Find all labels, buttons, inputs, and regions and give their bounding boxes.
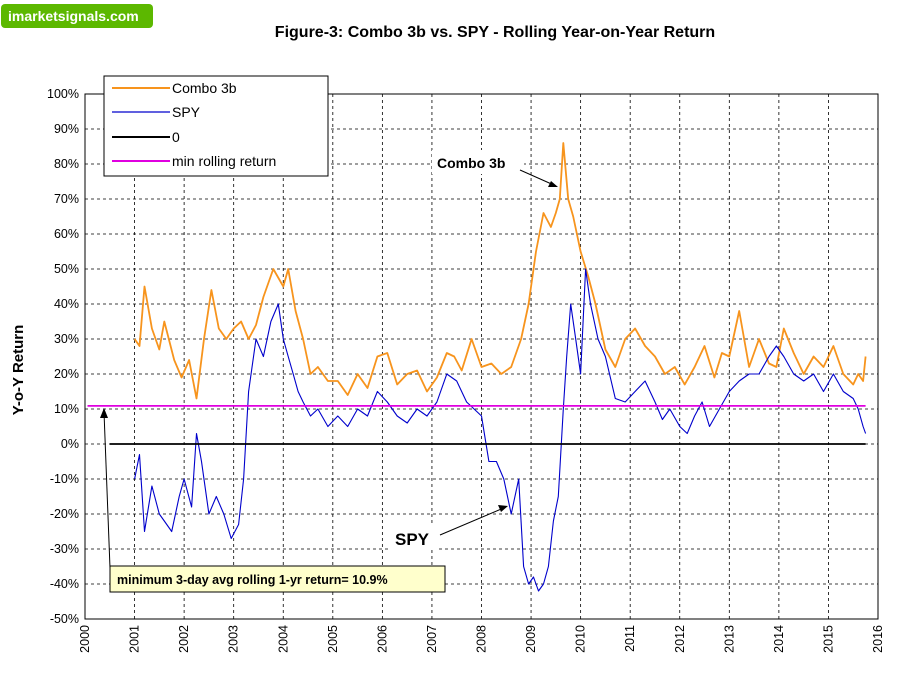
x-tick-label: 2013 xyxy=(722,625,736,653)
y-tick-label: -50% xyxy=(50,612,79,626)
annotation-combo-bg xyxy=(432,150,524,174)
plot-frame xyxy=(84,93,879,620)
annotation-spy-arrowhead xyxy=(498,505,508,512)
series-line-combo-3b xyxy=(133,142,867,400)
annotation-spy-arrow xyxy=(439,506,507,536)
y-tick-label: 30% xyxy=(54,332,79,346)
y-tick-label: 10% xyxy=(54,402,79,416)
x-tick-label: 2011 xyxy=(623,625,637,652)
x-tick-label: 2000 xyxy=(78,625,92,653)
x-tick-label: 2008 xyxy=(475,625,489,653)
legend-label-zero: 0 xyxy=(172,129,180,145)
x-tick-label: 2006 xyxy=(375,625,389,653)
y-tick-label: 20% xyxy=(54,367,79,381)
y-tick-label: 100% xyxy=(47,87,79,101)
x-tick-label: 2001 xyxy=(128,625,142,653)
legend: Combo 3b SPY 0 min rolling return xyxy=(103,75,329,177)
series-layer xyxy=(87,142,867,592)
x-tick-label: 2010 xyxy=(574,625,588,653)
annotation-min-text: minimum 3-day avg rolling 1-yr return= 1… xyxy=(117,573,388,587)
y-tick-labels: -50% -40% -30% -20% -10% 0% 10% 20% 30% 40% 50% 60%… xyxy=(47,87,79,626)
x-tick-label: 2004 xyxy=(276,625,290,653)
legend-label-spy: SPY xyxy=(172,104,201,120)
y-tick-label: -40% xyxy=(50,577,79,591)
annotation-min-arrow xyxy=(103,411,111,569)
x-tick-label: 2007 xyxy=(425,625,439,653)
x-tick-label: 2012 xyxy=(673,625,687,653)
x-tick-label: 2003 xyxy=(227,625,241,653)
series-line-spy xyxy=(134,268,867,592)
y-axis-label: Y-o-Y Return xyxy=(10,325,27,416)
legend-label-combo-3b: Combo 3b xyxy=(172,80,237,96)
chart-title: Figure-3: Combo 3b vs. SPY - Rolling Yea… xyxy=(275,24,715,41)
x-tick-labels: 2000 2001 2002 2003 2004 2005 2006 2007 2008 2009… xyxy=(78,625,885,653)
brand-logo: imarketsignals.com xyxy=(1,4,153,28)
x-tick-label: 2005 xyxy=(326,625,340,653)
x-tick-label: 2014 xyxy=(772,625,786,653)
annotation-combo: Combo 3b xyxy=(432,150,558,187)
annotation-min-box xyxy=(109,565,446,593)
annotation-min-arrowhead xyxy=(100,408,108,418)
annotation-spy-text: SPY xyxy=(395,530,430,549)
y-tick-label: 50% xyxy=(54,262,79,276)
legend-box xyxy=(103,75,329,177)
x-tick-label: 2015 xyxy=(821,625,835,653)
y-tick-label: -10% xyxy=(50,472,79,486)
y-tick-label: -30% xyxy=(50,542,79,556)
x-tick-label: 2009 xyxy=(524,625,538,653)
annotation-spy-bg xyxy=(390,526,438,550)
annotation-min: minimum 3-day avg rolling 1-yr return= 1… xyxy=(100,408,446,593)
legend-label-min-rolling: min rolling return xyxy=(172,153,276,169)
annotation-combo-arrowhead xyxy=(548,181,558,187)
x-tick-label: 2002 xyxy=(177,625,191,653)
y-tick-label: 80% xyxy=(54,157,79,171)
y-tick-label: -20% xyxy=(50,507,79,521)
annotation-combo-text: Combo 3b xyxy=(437,155,505,171)
y-tick-label: 90% xyxy=(54,122,79,136)
y-tick-label: 70% xyxy=(54,192,79,206)
annotation-spy: SPY xyxy=(390,505,508,550)
y-tick-label: 40% xyxy=(54,297,79,311)
y-tick-label: 0% xyxy=(61,437,79,451)
x-tick-label: 2016 xyxy=(871,625,885,653)
logo-text: imarketsignals.com xyxy=(8,8,139,24)
logo-background xyxy=(1,4,153,28)
y-tick-label: 60% xyxy=(54,227,79,241)
